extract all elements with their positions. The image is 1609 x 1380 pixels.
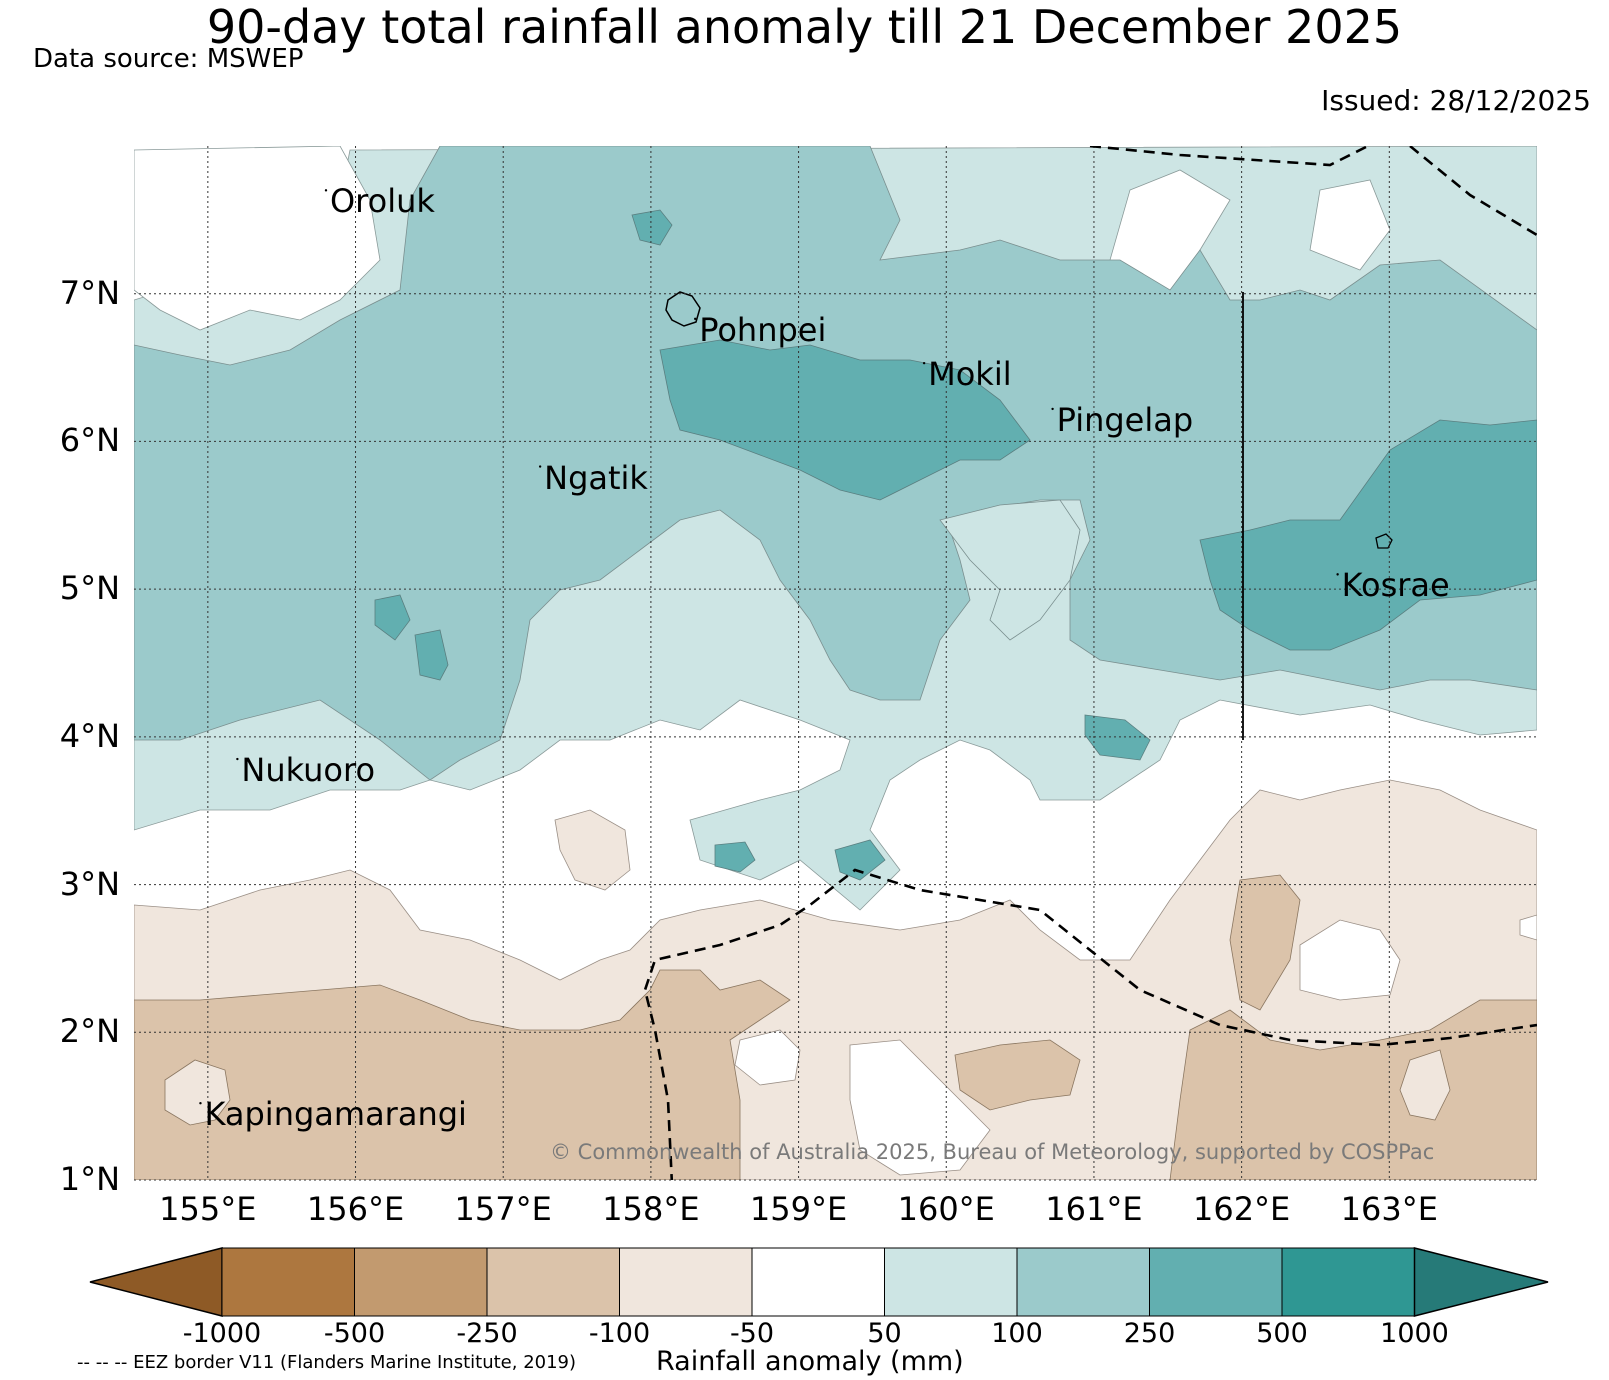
colorbar-tick: -100 <box>588 1318 651 1349</box>
zone-minus-100-250 <box>134 969 791 1180</box>
zone-minus-100-250-centre <box>954 1039 1081 1111</box>
colorbar-tick: 1000 <box>1380 1318 1449 1349</box>
longitude-label: 155°E <box>159 1190 257 1228</box>
longitude-label: 163°E <box>1340 1190 1438 1228</box>
colorbar-tick: -1000 <box>182 1318 262 1349</box>
longitude-label: 158°E <box>602 1190 700 1228</box>
colorbar-segment <box>884 1247 1018 1317</box>
latitude-label: 1°N <box>59 1160 120 1198</box>
colorbar-tick: -500 <box>323 1318 386 1349</box>
colorbar <box>89 1247 1549 1317</box>
colorbar-segment <box>221 1247 355 1317</box>
colorbar-tick: -250 <box>456 1318 518 1349</box>
place-label: Ngatik <box>544 458 648 497</box>
place-marker <box>694 317 697 321</box>
longitude-label: 159°E <box>749 1190 848 1228</box>
eez-borders <box>643 146 1537 1180</box>
longitude-label: 162°E <box>1192 1190 1291 1228</box>
zone-250-500-patch-1 <box>374 594 411 641</box>
place-marker <box>1336 573 1339 576</box>
colorbar-segment <box>619 1247 753 1317</box>
anomaly-field <box>134 146 1537 1180</box>
zone-250-500-patch-6 <box>834 839 886 881</box>
latitude-label: 6°N <box>59 421 120 460</box>
colorbar-segment <box>751 1247 885 1317</box>
latitude-label: 2°N <box>59 1012 120 1051</box>
place-label: Pohnpei <box>699 310 827 349</box>
zone-minus-50-100-island <box>164 1059 231 1126</box>
place-marker <box>199 1101 202 1105</box>
colorbar-tick: 100 <box>991 1318 1043 1349</box>
kosrae-island-outline <box>1375 533 1393 549</box>
place-label: Kapingamarangi <box>204 1095 467 1134</box>
eez-border-north <box>1089 146 1371 167</box>
zone-minus-50-100-north <box>554 809 631 891</box>
zone-neutral-south-2 <box>849 1039 991 1176</box>
zone-250-500-patch-4 <box>1084 714 1151 761</box>
zone-250-500-kosrae <box>1199 419 1537 651</box>
copyright-credit: © Commonwealth of Australia 2025, Bureau… <box>550 1140 1435 1164</box>
latitude-label: 3°N <box>59 864 120 903</box>
colorbar-tick: 500 <box>1256 1318 1308 1349</box>
data-source: Data source: MSWEP <box>33 44 304 74</box>
place-marker <box>922 361 926 365</box>
colorbar-tick: 50 <box>867 1318 902 1349</box>
longitude-label: 156°E <box>306 1190 405 1228</box>
latitude-label: 7°N <box>59 273 120 312</box>
colorbar-tick: 250 <box>1123 1318 1176 1349</box>
zone-250-500-patch-2 <box>414 629 449 681</box>
zone-minus-50-100-east-patch <box>1399 1049 1451 1121</box>
colorbar-segment <box>1281 1247 1415 1317</box>
map-title: 90-day total rainfall anomaly till 21 De… <box>206 0 1403 54</box>
colorbar-extend-high <box>1413 1247 1549 1317</box>
zone-neutral-south-4 <box>1519 914 1537 941</box>
zone-neutral-south-1 <box>734 1029 801 1086</box>
latitude-label: 5°N <box>59 569 120 608</box>
zone-minus-100-250-north <box>1229 874 1301 1011</box>
colorbar-segment <box>1016 1247 1150 1317</box>
colorbar-tick: -50 <box>729 1318 775 1349</box>
place-marker <box>324 189 328 192</box>
zone-250-500-patch-5 <box>714 841 756 873</box>
zone-50-100-patch <box>939 499 1081 641</box>
graticule <box>134 146 1537 1181</box>
place-marker <box>1051 407 1054 411</box>
longitude-label: 161°E <box>1045 1190 1143 1228</box>
issued-date: Issued: 28/12/2025 <box>1321 84 1591 117</box>
place-label: Nukuoro <box>241 751 376 789</box>
longitude-label: 157°E <box>454 1190 552 1228</box>
zone-neutral-south-3 <box>1299 919 1401 1001</box>
eez-border-south <box>643 868 1537 1180</box>
longitude-label: 160°E <box>897 1190 995 1228</box>
colorbar-extend-low <box>89 1247 223 1317</box>
colorbar-title: Rainfall anomaly (mm) <box>656 1346 964 1377</box>
eez-border-note: -- -- -- EEZ border V11 (Flanders Marine… <box>77 1352 577 1373</box>
colorbar-segment <box>1149 1247 1283 1317</box>
zone-250-500-patch-3 <box>631 209 673 246</box>
colorbar-segment <box>354 1247 488 1317</box>
eez-border-north-east <box>1409 146 1537 237</box>
place-marker <box>538 465 542 468</box>
place-label: Mokil <box>928 355 1012 394</box>
latitude-label: 4°N <box>59 716 120 755</box>
zone-neutral-north-east-2 <box>1309 179 1391 271</box>
zone-250-500-central <box>659 339 1031 501</box>
zone-neutral-north-west <box>134 146 381 331</box>
place-marker <box>236 757 239 761</box>
place-label: Oroluk <box>329 182 435 221</box>
place-label: Pingelap <box>1056 400 1194 439</box>
colorbar-segment <box>486 1247 620 1317</box>
place-label: Kosrae <box>1341 566 1450 605</box>
